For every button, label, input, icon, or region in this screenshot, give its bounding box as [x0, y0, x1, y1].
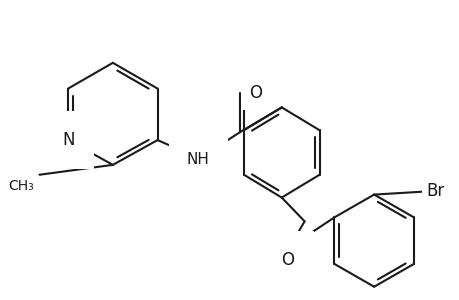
Text: Br: Br	[426, 182, 444, 200]
Text: O: O	[248, 83, 261, 101]
Text: O: O	[280, 251, 294, 269]
Text: N: N	[62, 131, 74, 149]
Text: CH₃: CH₃	[9, 179, 34, 193]
Text: NH: NH	[186, 152, 209, 167]
